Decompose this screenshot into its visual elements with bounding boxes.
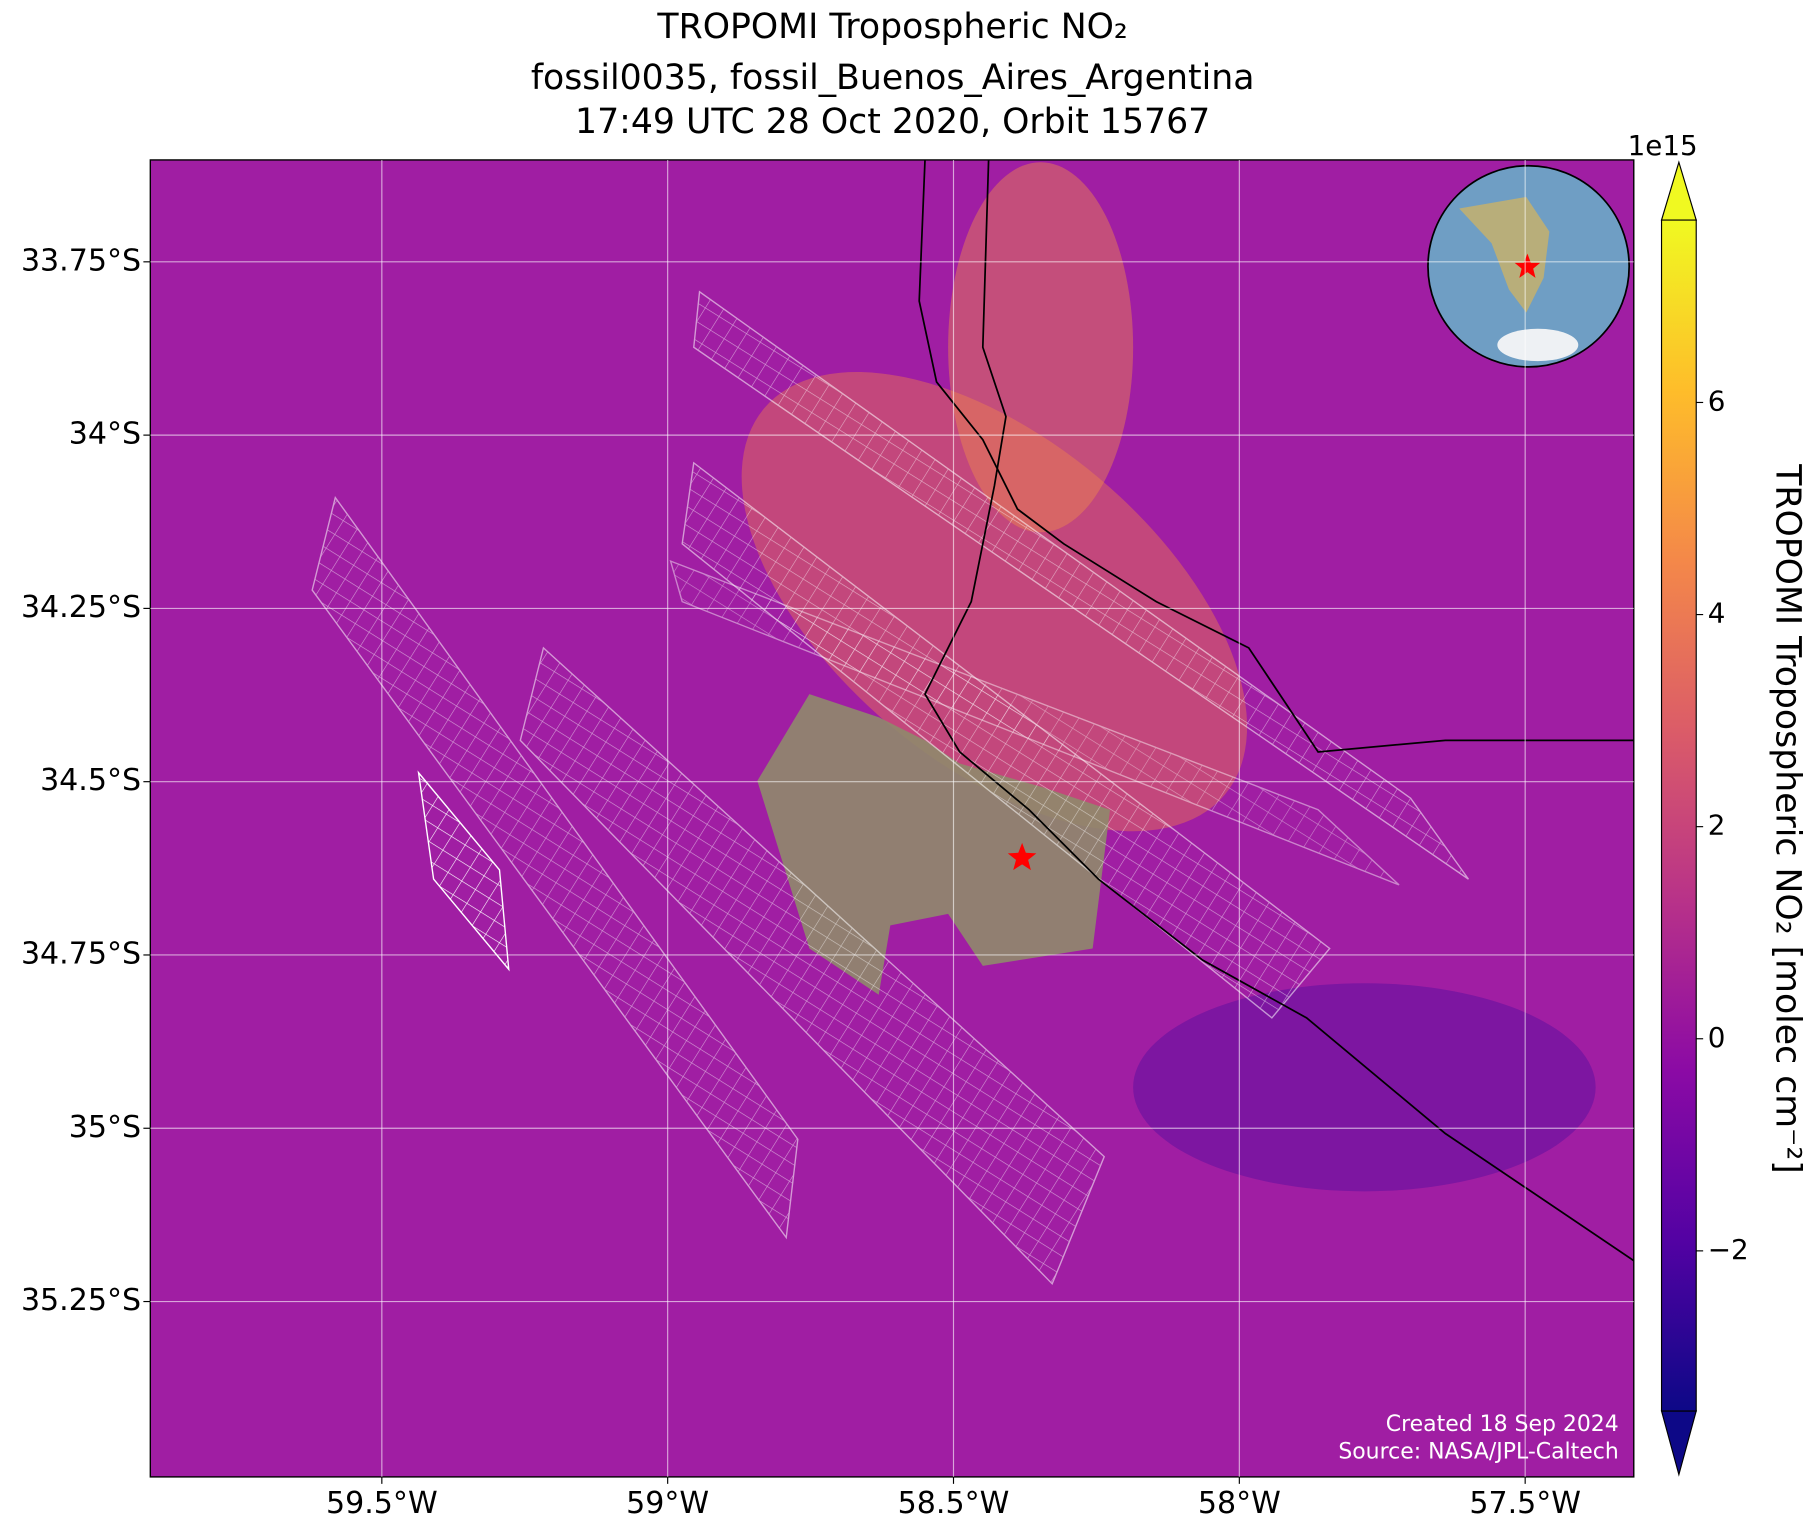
credit: Source: NASA/JPL-Caltech bbox=[1338, 1440, 1618, 1465]
plume bbox=[948, 162, 1134, 533]
true-color-patch bbox=[757, 694, 1110, 995]
colorbar-tick-label: 0 bbox=[1708, 1021, 1726, 1054]
colorbar-tick-label: 4 bbox=[1708, 597, 1726, 630]
colorbar-extend bbox=[1660, 160, 1697, 221]
title-line: fossil0035, fossil_Buenos_Aires_Argentin… bbox=[531, 58, 1255, 98]
y-tick-label: 34.75°S bbox=[21, 936, 141, 971]
y-tick-label: 35°S bbox=[69, 1110, 141, 1145]
low-region bbox=[1133, 983, 1596, 1192]
y-tick-label: 34°S bbox=[69, 417, 141, 452]
title-line: 17:49 UTC 28 Oct 2020, Orbit 15767 bbox=[575, 102, 1210, 142]
x-tick-label: 59°W bbox=[626, 1486, 709, 1521]
y-tick-label: 34.25°S bbox=[21, 590, 141, 625]
plume bbox=[741, 372, 1248, 832]
colorbar bbox=[1660, 219, 1697, 1412]
coastline bbox=[918, 159, 1634, 753]
y-tick-label: 33.75°S bbox=[21, 243, 141, 278]
coastline bbox=[924, 159, 1634, 1262]
colorbar-tick-label: −2 bbox=[1708, 1233, 1749, 1266]
swaths bbox=[311, 290, 1470, 1286]
colorbar-exponent: 1e15 bbox=[1628, 129, 1698, 162]
map-area bbox=[150, 159, 1634, 1477]
colorbar-tick-label: 2 bbox=[1708, 809, 1726, 842]
colorbar-label: TROPOMI Tropospheric NO₂ [molec cm⁻²] bbox=[1767, 463, 1807, 1174]
map-frame bbox=[149, 159, 1635, 1478]
colorbar-extend bbox=[1660, 1410, 1697, 1477]
site-marker bbox=[1007, 842, 1037, 871]
x-tick-label: 57.5°W bbox=[1469, 1486, 1581, 1521]
y-tick-label: 34.5°S bbox=[40, 763, 141, 798]
colorbar-tick-label: 6 bbox=[1708, 384, 1726, 417]
x-tick-label: 58.5°W bbox=[898, 1486, 1010, 1521]
title-line: TROPOMI Tropospheric NO₂ bbox=[656, 7, 1127, 47]
x-tick-label: 58°W bbox=[1198, 1486, 1281, 1521]
x-tick-label: 59.5°W bbox=[326, 1486, 438, 1521]
credit: Created 18 Sep 2024 bbox=[1386, 1412, 1619, 1437]
inset-globe bbox=[1427, 164, 1631, 368]
y-tick-label: 35.25°S bbox=[21, 1283, 141, 1318]
